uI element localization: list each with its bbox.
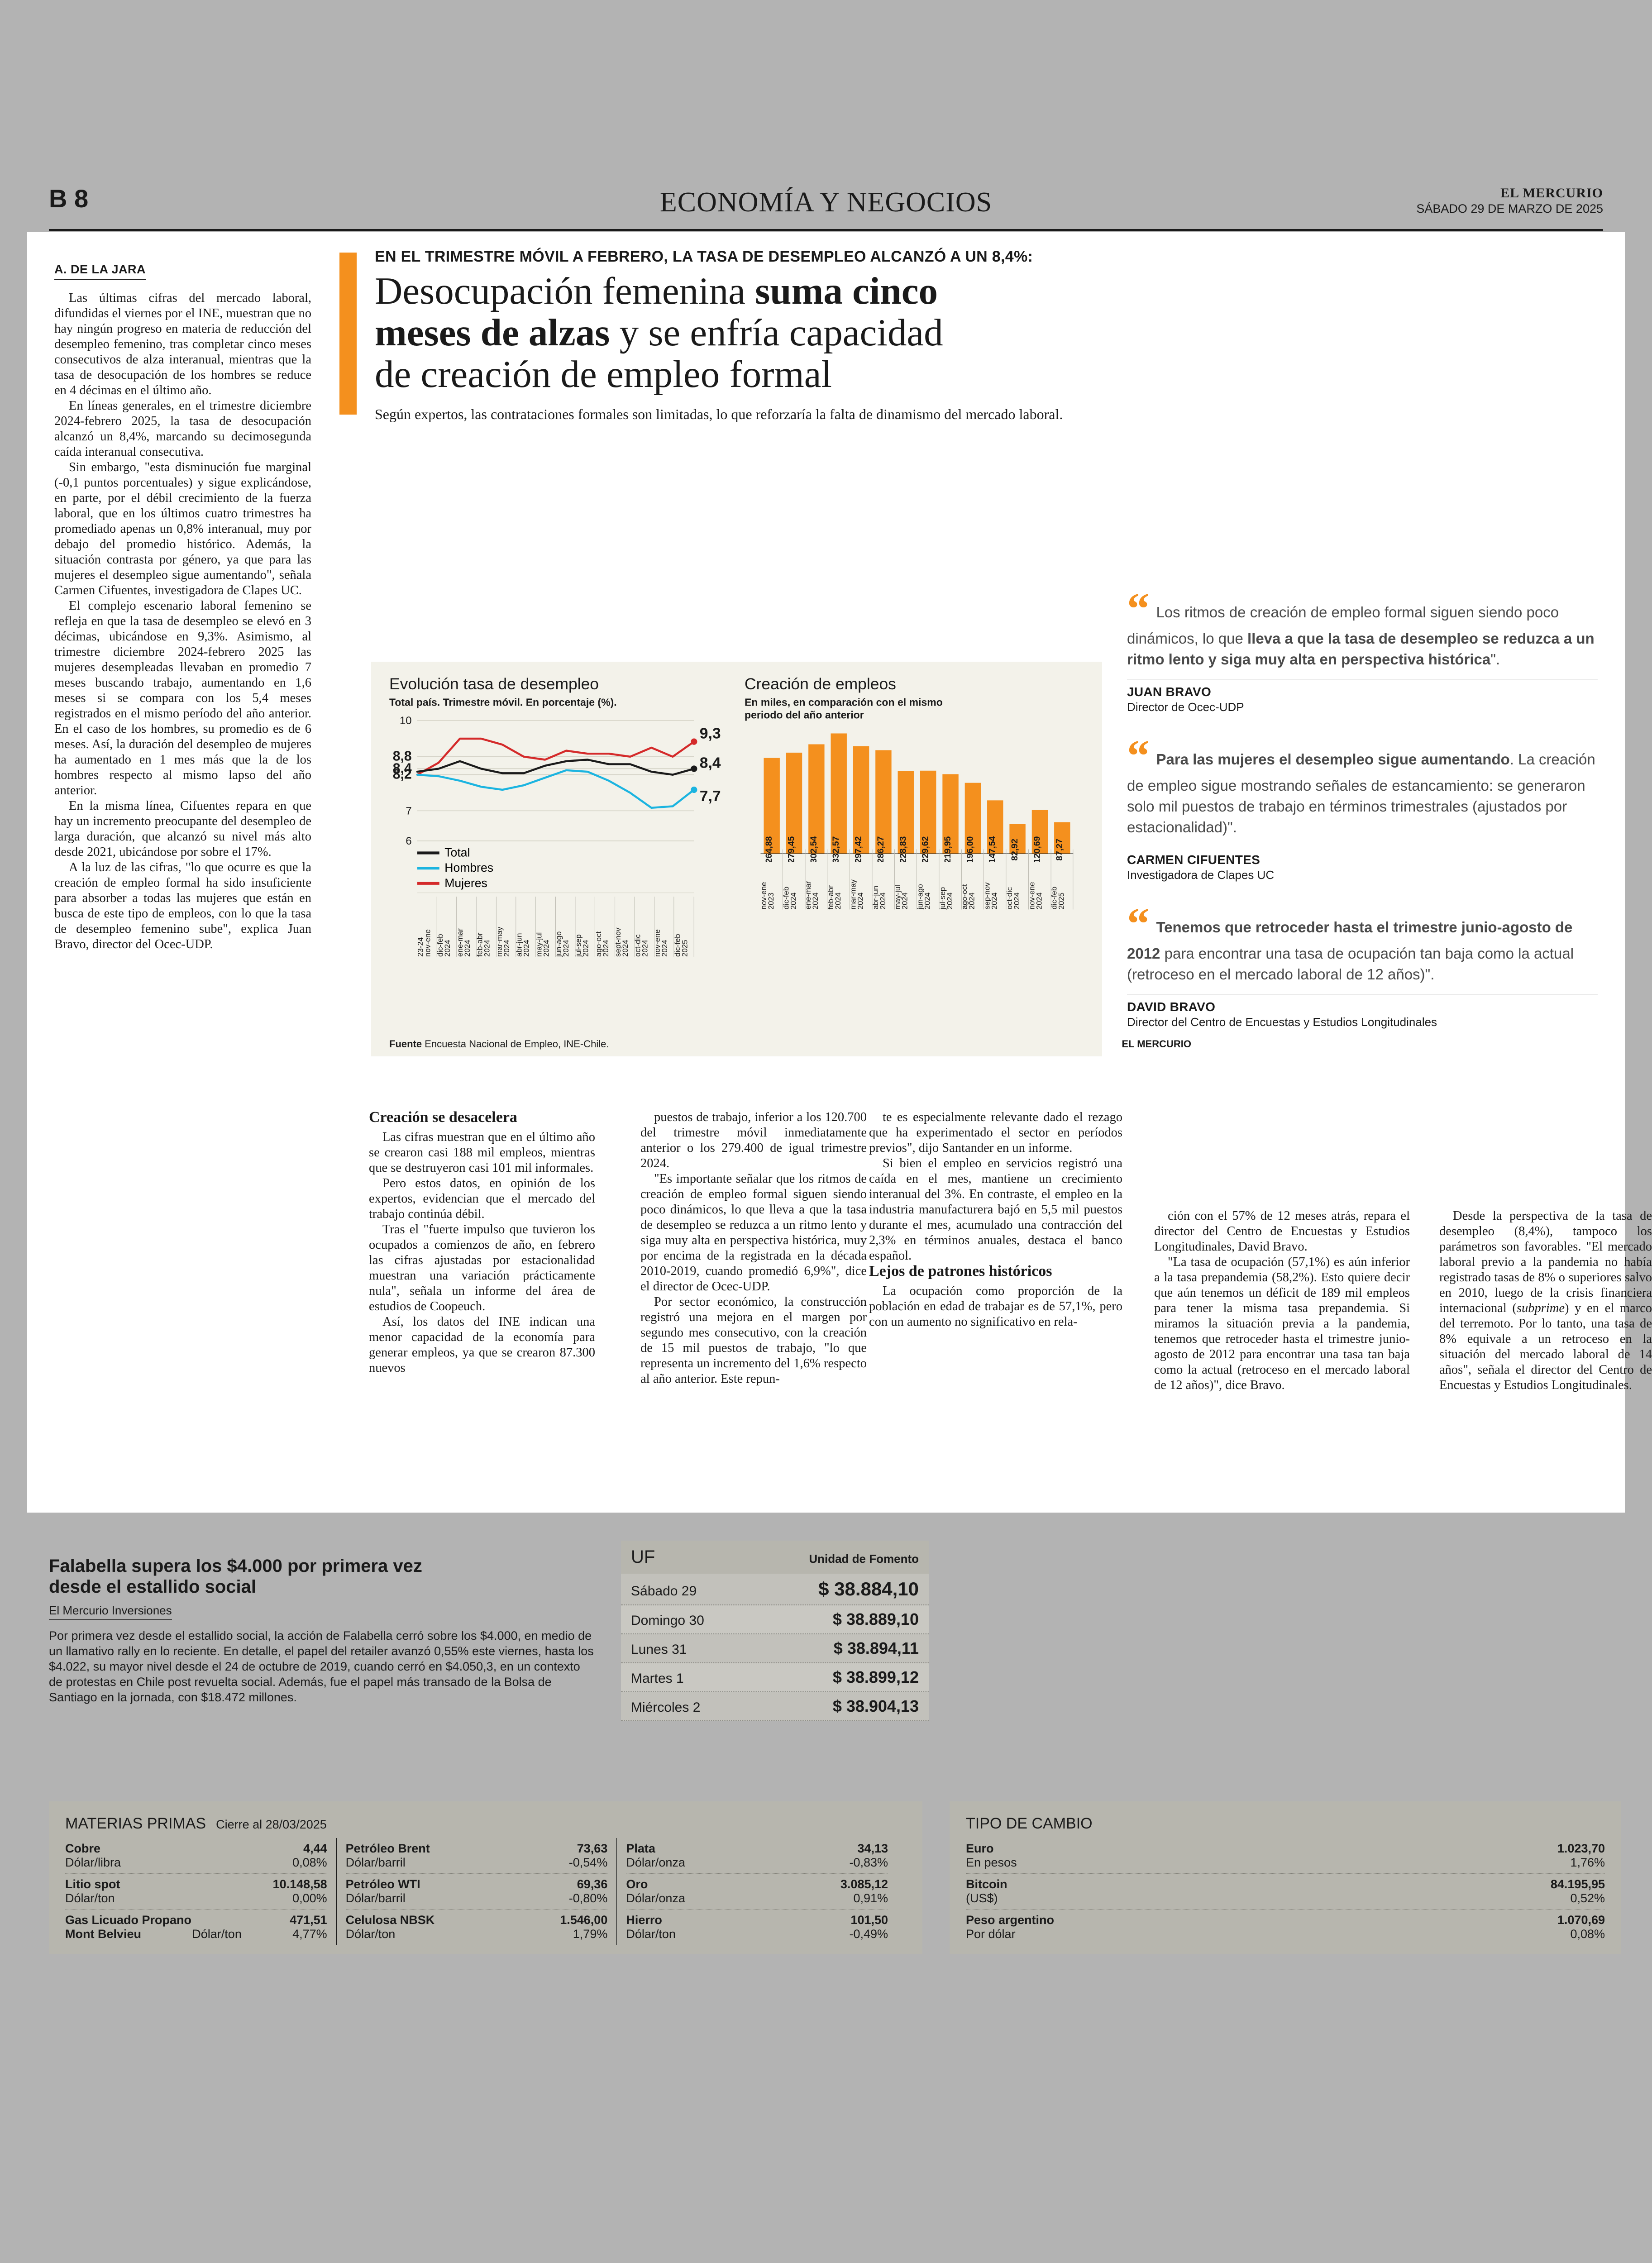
svg-text:Total: Total (444, 845, 470, 859)
svg-text:9,3: 9,3 (700, 726, 721, 742)
svg-text:8,2: 8,2 (393, 767, 412, 782)
svg-text:10: 10 (400, 715, 412, 727)
svg-text:7,7: 7,7 (700, 788, 721, 805)
svg-text:6: 6 (406, 835, 411, 847)
svg-text:Mujeres: Mujeres (444, 876, 487, 890)
svg-text:7: 7 (406, 805, 411, 817)
svg-text:Hombres: Hombres (444, 861, 493, 874)
svg-text:8,4: 8,4 (700, 755, 721, 772)
